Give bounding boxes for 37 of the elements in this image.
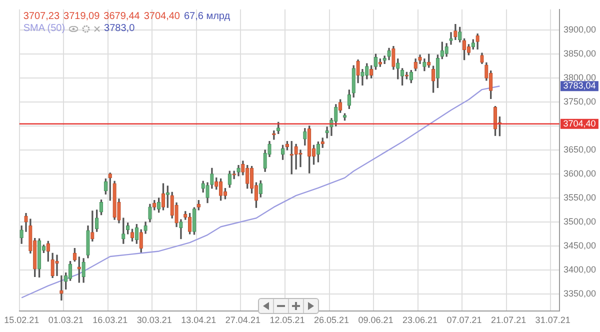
- y-tick-label: 3500,00: [563, 216, 596, 226]
- x-tick-label: 30.03.21: [136, 315, 172, 326]
- x-tick-label: 09.06.21: [358, 315, 394, 326]
- y-tick-label: 3850,00: [563, 48, 596, 59]
- y-tick-label: 3750,00: [563, 96, 596, 106]
- x-tick-label: 31.07.21: [535, 315, 570, 326]
- candlestick: [449, 32, 453, 45]
- candlestick: [55, 254, 59, 276]
- x-tick-label: 15.02.21: [4, 315, 40, 326]
- y-tick-label: 3400,00: [563, 264, 596, 274]
- x-tick-label: 12.05.21: [270, 315, 305, 326]
- y-tick-label: 3350,00: [563, 288, 596, 298]
- x-tick-label: 16.03.21: [92, 315, 128, 326]
- x-tick-label: 21.07.21: [491, 315, 526, 326]
- y-tick-label: 3900,00: [563, 24, 596, 35]
- x-tick-label: 27.04.21: [225, 315, 260, 326]
- text: 3783,04: [563, 80, 596, 91]
- annotation: 3783,0: [104, 23, 135, 34]
- annotation: 3704,40: [144, 11, 180, 22]
- annotation: 3707,23: [23, 11, 60, 22]
- annotation: 3719,09: [64, 11, 100, 22]
- y-tick-label: 3550,00: [563, 192, 596, 202]
- y-tick-label: 3800,00: [563, 72, 596, 82]
- x-tick-label: 01.03.21: [48, 315, 84, 326]
- x-tick-label: 23.06.21: [402, 315, 438, 326]
- x-tick-label: 26.05.21: [314, 315, 349, 326]
- candlestick: [60, 275, 64, 300]
- candlestick: [325, 126, 329, 138]
- y-tick-label: 3600,00: [563, 168, 596, 178]
- ref-line-label: 3704,40: [563, 118, 596, 128]
- annotation: 3679,44: [104, 11, 140, 22]
- y-tick-label: 3450,00: [563, 240, 596, 250]
- text: SMA (50): [23, 23, 66, 34]
- y-tick-label: 3650,00: [563, 144, 596, 154]
- annotation: 67,6 млрд: [184, 11, 230, 22]
- x-tick-label: 13.04.21: [181, 315, 216, 326]
- x-tick-label: 07.07.21: [446, 315, 482, 326]
